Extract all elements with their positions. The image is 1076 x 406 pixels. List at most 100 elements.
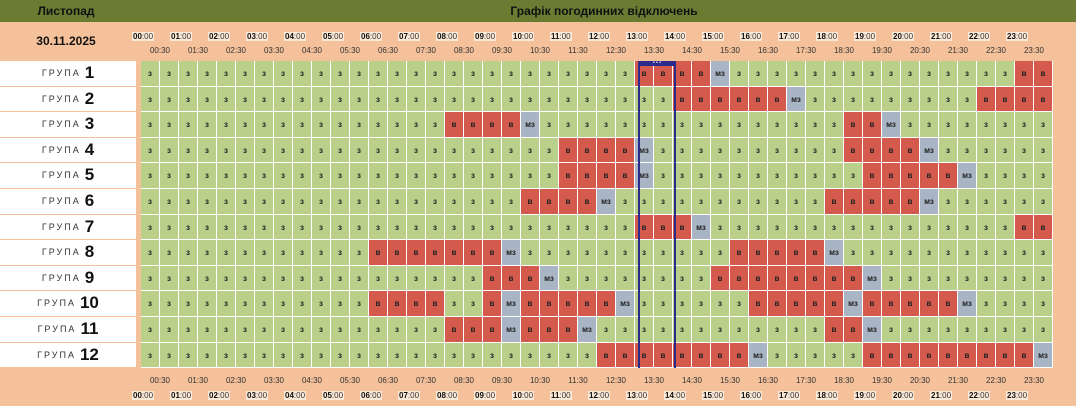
schedule-cell: з [616, 240, 635, 266]
hour-tick-label: 15:00 [702, 391, 725, 400]
schedule-cell: з [540, 214, 559, 241]
schedule-cell: мз [844, 291, 863, 317]
hour-tick-label: 22:00 [968, 391, 991, 400]
schedule-cell: в [654, 342, 673, 369]
hour-tick-label: 04:00 [284, 391, 307, 400]
schedule-cell: з [711, 163, 730, 189]
half-hour-tick-label: 20:30 [909, 46, 931, 55]
schedule-cell: з [217, 189, 236, 215]
half-hour-tick-label: 09:30 [491, 376, 513, 385]
schedule-cell: з [236, 189, 255, 215]
schedule-cell: з [445, 291, 464, 317]
schedule-cell: з [844, 61, 863, 87]
schedule-cell: в [483, 291, 502, 317]
schedule-cell: з [236, 214, 255, 241]
schedule-cell: з [388, 265, 407, 292]
schedule-cell: з [578, 240, 597, 266]
schedule-cell: з [787, 317, 806, 343]
schedule-cell: з [179, 342, 198, 369]
schedule-cell: в [692, 61, 711, 87]
schedule-cell: з [331, 61, 350, 87]
half-hour-tick-label: 08:30 [453, 46, 475, 55]
month-label: Листопад [37, 4, 95, 18]
schedule-cell: з [673, 189, 692, 215]
schedule-cell: з [749, 189, 768, 215]
schedule-cell: з [350, 265, 369, 292]
half-hour-tick-label: 06:30 [377, 46, 399, 55]
schedule-cell: в [787, 265, 806, 292]
schedule-cell: з [369, 86, 388, 113]
schedule-cell: з [559, 112, 578, 138]
half-hour-tick-label: 03:30 [263, 376, 285, 385]
schedule-cell: з [597, 265, 616, 292]
schedule-cell: мз [863, 265, 882, 292]
schedule-cell: з [730, 214, 749, 241]
schedule-cell: з [160, 137, 179, 164]
schedule-cell: з [901, 265, 920, 292]
schedule-cell: з [350, 163, 369, 189]
schedule-cell: з [939, 86, 958, 113]
schedule-cell: мз [711, 61, 730, 87]
schedule-cell: з [825, 112, 844, 138]
schedule-cell: з [179, 112, 198, 138]
schedule-cell: з [996, 214, 1015, 241]
schedule-cell: з [179, 291, 198, 317]
schedule-cell: з [996, 189, 1015, 215]
schedule-cell: в [521, 317, 540, 343]
half-hour-tick-label: 05:30 [339, 376, 361, 385]
schedule-cell: в [863, 189, 882, 215]
schedule-cell: з [255, 265, 274, 292]
schedule-cell: з [540, 240, 559, 266]
schedule-cell: в [806, 291, 825, 317]
schedule-cell: з [977, 291, 996, 317]
schedule-cell: в [711, 265, 730, 292]
hour-tick-label: 03:00 [246, 32, 269, 41]
schedule-cell: в [1034, 61, 1053, 87]
schedule-cell: з [692, 291, 711, 317]
hour-tick-label: 20:00 [892, 391, 915, 400]
schedule-cell: з [787, 112, 806, 138]
schedule-cell: в [407, 240, 426, 266]
schedule-cell: з [844, 342, 863, 369]
schedule-cell: в [578, 291, 597, 317]
schedule-cell: з [540, 112, 559, 138]
schedule-cell: в [483, 317, 502, 343]
schedule-cell: з [787, 189, 806, 215]
schedule-cell: в [559, 291, 578, 317]
group-label: ГРУПА 8 [0, 240, 136, 265]
schedule-cell: в [502, 265, 521, 292]
half-hour-tick-label: 01:30 [187, 46, 209, 55]
hour-tick-label: 18:00 [816, 391, 839, 400]
schedule-cell: з [274, 86, 293, 113]
hour-tick-label: 23:00 [1006, 32, 1029, 41]
schedule-cell: в [768, 265, 787, 292]
schedule-cell: з [483, 342, 502, 369]
schedule-cell: в [749, 291, 768, 317]
hour-tick-label: 22:00 [968, 32, 991, 41]
schedule-cell: в [920, 291, 939, 317]
half-hour-tick-label: 16:30 [757, 376, 779, 385]
schedule-cell: з [920, 265, 939, 292]
schedule-cell: з [540, 137, 559, 164]
schedule-cell: з [939, 61, 958, 87]
schedule-cell: з [407, 86, 426, 113]
schedule-cell: в [426, 240, 445, 266]
hour-tick-label: 21:00 [930, 391, 953, 400]
schedule-cell: з [977, 214, 996, 241]
schedule-cell: з [312, 265, 331, 292]
schedule-cell: з [369, 342, 388, 369]
schedule-cell: з [331, 86, 350, 113]
schedule-cell: в [730, 86, 749, 113]
schedule-cell: з [312, 137, 331, 164]
hour-tick-label: 23:00 [1006, 391, 1029, 400]
hour-tick-label: 18:00 [816, 32, 839, 41]
schedule-cell: з [654, 137, 673, 164]
schedule-cell: з [977, 189, 996, 215]
schedule-cell: з [1034, 112, 1053, 138]
schedule-cell: в [540, 291, 559, 317]
schedule-cell: з [160, 265, 179, 292]
schedule-cell: в [502, 112, 521, 138]
schedule-cell: з [749, 163, 768, 189]
hour-tick-label: 17:00 [778, 391, 801, 400]
half-hour-tick-label: 13:30 [643, 376, 665, 385]
